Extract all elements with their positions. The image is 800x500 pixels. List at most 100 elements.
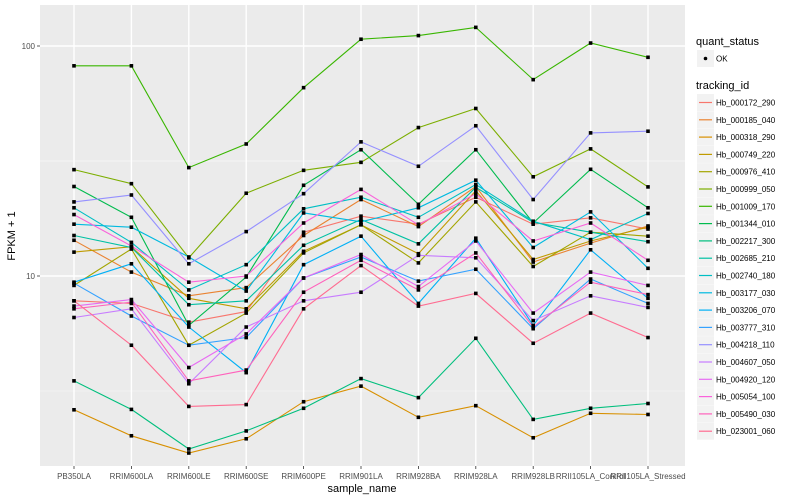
- legend-label: Hb_004920_120: [716, 375, 776, 384]
- data-point-Hb_000999_050: [359, 160, 363, 165]
- y-tick-label: 100: [22, 42, 36, 51]
- data-point-Hb_003177_030: [416, 205, 421, 210]
- data-point-Hb_001344_010: [72, 184, 76, 189]
- data-point-Hb_000976_410: [244, 311, 248, 315]
- data-point-Hb_003777_310: [474, 267, 478, 272]
- data-point-Hb_001344_010: [474, 147, 478, 152]
- legend-title-quant-status: quant_status: [696, 36, 759, 48]
- data-point-Hb_000172_290: [646, 227, 650, 231]
- data-point-Hb_003777_310: [129, 314, 134, 318]
- data-point-Hb_000172_290: [588, 216, 593, 220]
- legend-label: Hb_003206_070: [716, 306, 776, 315]
- series-points: [72, 25, 650, 455]
- data-point-Hb_000999_050: [129, 181, 134, 186]
- data-point-Hb_005490_030: [416, 288, 421, 292]
- data-point-Hb_004607_050: [531, 318, 535, 323]
- data-point-Hb_002217_300: [72, 379, 76, 383]
- data-point-Hb_000318_290: [187, 451, 191, 455]
- data-point-Hb_000976_410: [531, 264, 535, 269]
- data-point-Hb_000318_290: [72, 407, 76, 412]
- data-point-Hb_000749_220: [531, 257, 535, 262]
- data-point-Hb_023001_060: [646, 335, 650, 340]
- data-point-Hb_000999_050: [301, 168, 306, 173]
- data-point-Hb_023001_060: [301, 307, 306, 311]
- data-point-Hb_001009_170: [244, 142, 248, 146]
- data-point-Hb_003777_310: [244, 335, 248, 340]
- data-point-Hb_000185_040: [416, 224, 421, 229]
- data-point-Hb_004218_110: [187, 261, 191, 266]
- data-point-Hb_003177_030: [301, 211, 306, 215]
- data-point-Hb_005054_100: [187, 280, 191, 284]
- data-point-Hb_004218_110: [646, 129, 650, 134]
- legend-label: Hb_000976_410: [716, 168, 776, 177]
- legend-title-tracking-id: tracking_id: [696, 80, 749, 92]
- data-point-Hb_001009_170: [474, 25, 478, 30]
- data-point-Hb_000185_040: [244, 285, 248, 290]
- x-tick-label: RRIM600PE: [281, 472, 325, 481]
- data-point-Hb_002740_180: [301, 206, 306, 211]
- legend-label: Hb_001344_010: [716, 220, 776, 229]
- data-point-Hb_005490_030: [588, 280, 593, 284]
- data-point-Hb_005490_030: [244, 368, 248, 372]
- data-point-Hb_003206_070: [187, 325, 191, 329]
- y-axis: 10 100: [22, 42, 40, 281]
- data-point-Hb_000172_290: [301, 230, 306, 235]
- data-point-Hb_000185_040: [531, 260, 535, 264]
- data-point-Hb_003206_070: [129, 261, 134, 266]
- data-point-Hb_001344_010: [359, 147, 363, 152]
- data-point-Hb_005490_030: [359, 258, 363, 263]
- data-point-Hb_001344_010: [646, 205, 650, 210]
- data-point-Hb_023001_060: [187, 404, 191, 409]
- legend-label-ok: OK: [716, 55, 728, 64]
- data-point-Hb_004920_120: [187, 365, 191, 370]
- data-point-Hb_000999_050: [646, 185, 650, 189]
- legend-label: Hb_000999_050: [716, 185, 776, 194]
- data-point-Hb_005054_100: [129, 244, 134, 248]
- data-point-Hb_003206_070: [416, 301, 421, 306]
- data-point-Hb_004607_050: [129, 307, 134, 311]
- legend-label: Hb_023001_060: [716, 427, 776, 436]
- data-point-Hb_004607_050: [588, 294, 593, 298]
- x-tick-label: RRIM928BA: [396, 472, 441, 481]
- data-point-Hb_003777_310: [646, 301, 650, 306]
- data-point-Hb_005490_030: [531, 325, 535, 329]
- data-point-Hb_002217_300: [244, 429, 248, 433]
- data-point-Hb_000172_290: [359, 214, 363, 218]
- data-point-Hb_001009_170: [301, 85, 306, 90]
- data-point-Hb_001344_010: [301, 183, 306, 188]
- x-tick-label: RRII105LA_Stressed: [610, 472, 685, 481]
- legend-items: Hb_000172_290 Hb_000185_040 Hb_000318_290 H…: [697, 94, 776, 440]
- data-point-Hb_004920_120: [72, 304, 76, 308]
- data-point-Hb_000976_410: [301, 251, 306, 255]
- data-point-Hb_004920_120: [301, 276, 306, 280]
- data-point-Hb_000976_410: [474, 200, 478, 204]
- data-point-Hb_004920_120: [244, 332, 248, 336]
- data-point-Hb_000999_050: [416, 125, 421, 130]
- data-point-Hb_005490_030: [474, 251, 478, 255]
- data-point-Hb_000185_040: [588, 241, 593, 245]
- data-point-Hb_003177_030: [588, 210, 593, 214]
- data-point-Hb_002217_300: [187, 447, 191, 451]
- data-point-Hb_002740_180: [646, 211, 650, 216]
- data-point-Hb_003206_070: [474, 236, 478, 240]
- data-point-Hb_004218_110: [301, 191, 306, 196]
- data-point-Hb_003206_070: [588, 247, 593, 252]
- data-point-Hb_002217_300: [646, 401, 650, 406]
- data-point-Hb_003177_030: [531, 245, 535, 250]
- data-point-Hb_003777_310: [187, 343, 191, 348]
- data-point-Hb_000999_050: [531, 174, 535, 179]
- data-point-Hb_002217_300: [301, 406, 306, 411]
- legend-label: Hb_000185_040: [716, 116, 776, 125]
- data-point-Hb_023001_060: [72, 299, 76, 303]
- data-point-Hb_000749_220: [646, 225, 650, 229]
- data-point-Hb_023001_060: [588, 311, 593, 315]
- data-point-Hb_004607_050: [474, 255, 478, 260]
- data-point-Hb_023001_060: [531, 341, 535, 346]
- x-axis: PB350LA RRIM600LA RRIM600LE RRIM600SE RRIM60…: [57, 466, 686, 481]
- data-point-Hb_002740_180: [531, 219, 535, 224]
- data-point-Hb_005054_100: [531, 239, 535, 243]
- data-point-Hb_000749_220: [187, 296, 191, 301]
- legend-label: Hb_005054_100: [716, 393, 776, 402]
- data-point-Hb_001009_170: [588, 41, 593, 45]
- data-point-Hb_003177_030: [646, 266, 650, 271]
